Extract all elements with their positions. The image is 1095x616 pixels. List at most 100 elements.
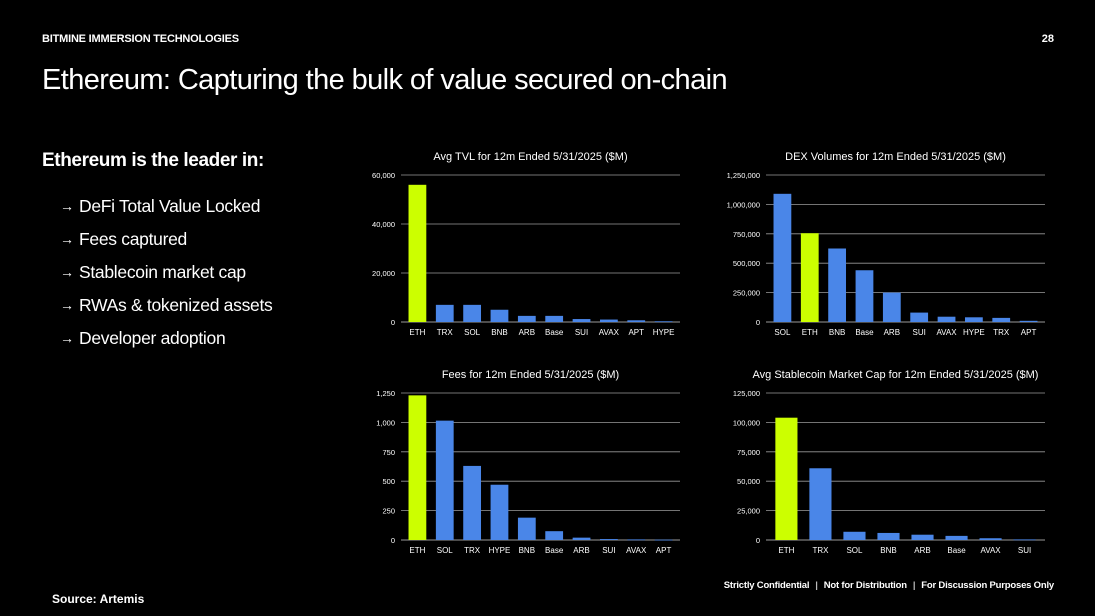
bar-bnb [517,517,536,540]
lead-heading: Ethereum is the leader in: [42,150,264,171]
bar-arb [882,292,901,322]
bar-sol [435,420,454,540]
bar-sui [910,312,929,322]
dex-volume-chart: DEX Volumes for 12m Ended 5/31/2025 ($M)… [727,151,1045,337]
arrow-right-icon: → [60,330,74,346]
y-tick-label: 40,000 [372,220,395,229]
chart-title: Avg TVL for 12m Ended 5/31/2025 ($M) [433,151,627,163]
x-tick-label: Base [545,328,564,337]
arrow-right-icon: → [60,198,74,214]
x-tick-label: BNB [829,328,845,337]
bar-apt [627,320,646,322]
y-tick-label: 750 [382,448,395,457]
bar-sui [599,539,618,540]
bullet-text: RWAs & tokenized assets [79,295,273,315]
x-tick-label: ETH [409,328,425,337]
y-tick-label: 0 [756,536,760,545]
x-tick-label: SOL [464,328,481,337]
bar-hype [490,484,509,540]
bar-sol [773,193,792,322]
y-tick-label: 750,000 [733,230,760,239]
x-tick-label: Base [545,546,564,555]
slide-title: Ethereum: Capturing the bulk of value se… [42,64,728,96]
bar-trx [463,465,482,540]
x-tick-label: HYPE [963,328,985,337]
footer-confidential: Strictly Confidential [723,580,810,591]
arrow-right-icon: → [60,297,74,313]
bar-trx [809,468,832,540]
y-tick-label: 125,000 [733,389,760,398]
x-tick-label: SOL [774,328,791,337]
bar-eth [775,417,798,540]
x-tick-label: AVAX [626,546,647,555]
company-name: BITMINE IMMERSION TECHNOLOGIES [42,33,239,45]
bullet-list: → DeFi Total Value Locked → Fees captured … [60,196,273,361]
bullet-item: → DeFi Total Value Locked [60,196,272,229]
bullet-item: → Stablecoin market cap [60,262,272,295]
bullet-text: DeFi Total Value Locked [79,196,261,216]
x-tick-label: SUI [575,328,588,337]
x-tick-label: ARB [914,546,930,555]
arrow-right-icon: → [60,231,74,247]
y-tick-label: 75,000 [737,448,760,457]
x-tick-label: APT [656,546,672,555]
bar-trx [992,317,1011,322]
x-tick-label: SUI [913,328,926,337]
bar-avax [937,316,956,322]
bar-base [945,535,968,540]
bar-apt [654,539,673,541]
chart-title: Fees for 12m Ended 5/31/2025 ($M) [442,369,619,381]
x-tick-label: SOL [437,546,454,555]
y-tick-label: 50,000 [737,477,760,486]
y-tick-label: 250 [382,507,395,516]
bar-avax [599,319,618,322]
y-tick-label: 500,000 [733,259,760,268]
y-tick-label: 25,000 [737,507,760,516]
chart-title: DEX Volumes for 12m Ended 5/31/2025 ($M) [785,151,1006,163]
bar-apt [1019,320,1038,322]
bar-hype [654,321,673,323]
x-tick-label: SOL [846,546,863,555]
x-tick-label: AVAX [980,546,1001,555]
bullet-text: Fees captured [79,229,187,249]
bar-avax [627,539,646,541]
y-tick-label: 60,000 [372,171,395,180]
x-tick-label: Base [855,328,874,337]
bar-sui [572,319,591,322]
stablecoin-chart: Avg Stablecoin Market Cap for 12m Ended … [733,369,1045,555]
bar-bnb [490,309,509,322]
x-tick-label: ARB [884,328,900,337]
x-tick-label: HYPE [489,546,511,555]
arrow-right-icon: → [60,264,74,280]
footer-discussion: For Discussion Purposes Only [921,580,1054,591]
x-tick-label: BNB [491,328,507,337]
x-tick-label: TRX [464,546,481,555]
bar-eth [408,184,427,322]
bar-bnb [828,248,847,322]
bar-sol [463,304,482,322]
bar-eth [800,233,819,322]
y-tick-label: 0 [391,318,395,327]
x-tick-label: APT [628,328,644,337]
y-tick-label: 500 [382,477,395,486]
y-tick-label: 1,000,000 [727,200,760,209]
y-tick-label: 100,000 [733,418,760,427]
x-tick-label: TRX [437,328,454,337]
bullet-text: Stablecoin market cap [79,262,246,282]
y-tick-label: 1,250,000 [727,171,760,180]
footer-separator: | [912,580,916,591]
source-note: Source: Artemis [52,592,145,606]
x-tick-label: ETH [802,328,818,337]
footer-distribution: Not for Distribution [823,580,907,591]
bar-eth [408,395,427,540]
y-tick-label: 20,000 [372,269,395,278]
y-tick-label: 250,000 [733,289,760,298]
bar-base [855,270,874,322]
x-tick-label: TRX [812,546,829,555]
y-tick-label: 1,000 [376,418,395,427]
footer-disclaimer: Strictly Confidential | Not for Distributi… [724,580,1054,591]
fees-chart: Fees for 12m Ended 5/31/2025 ($M) 0 250 500… [376,369,680,555]
bar-arb [572,537,591,540]
bullet-text: Developer adoption [79,328,226,348]
bar-base [545,531,564,540]
